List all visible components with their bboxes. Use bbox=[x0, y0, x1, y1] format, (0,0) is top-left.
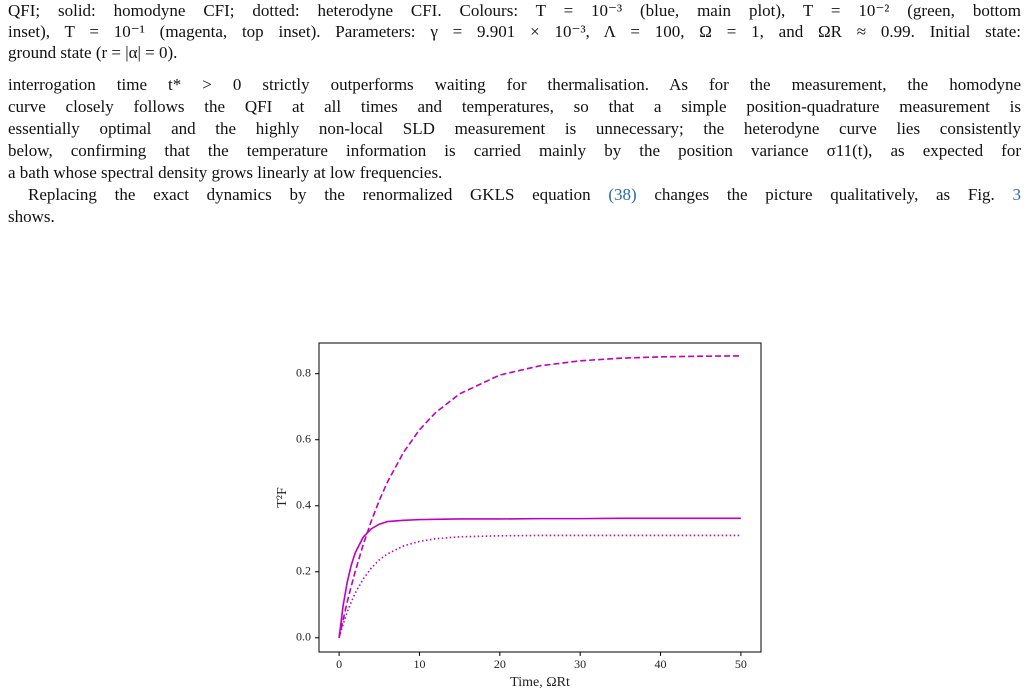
reference-link[interactable]: (38) bbox=[608, 185, 637, 204]
text-line: shows. bbox=[8, 207, 55, 226]
text-span: Replacing the exact dynamics by the reno… bbox=[28, 185, 609, 204]
y-tick-label: 0.8 bbox=[296, 365, 311, 379]
reference-link[interactable]: 3 bbox=[1012, 185, 1022, 204]
y-tick-label: 0.6 bbox=[296, 431, 311, 445]
x-axis-label: Time, ΩRt bbox=[510, 675, 570, 690]
x-tick-label: 0 bbox=[336, 657, 342, 671]
x-tick-label: 20 bbox=[494, 657, 506, 671]
text-line: below, confirming that the temperature i… bbox=[8, 141, 1021, 160]
y-tick-label: 0.4 bbox=[296, 498, 311, 512]
text-line: Replacing the exact dynamics by the reno… bbox=[28, 184, 1021, 205]
series-line bbox=[338, 355, 741, 638]
y-tick-label: 0.0 bbox=[296, 630, 311, 644]
x-tick-label: 10 bbox=[413, 657, 425, 671]
x-tick-label: 40 bbox=[655, 657, 667, 671]
x-tick-label: 50 bbox=[735, 657, 747, 671]
series-line bbox=[338, 534, 741, 639]
text-line: essentially optimal and the highly non-l… bbox=[8, 119, 1021, 138]
plot-frame bbox=[318, 342, 762, 653]
x-tick-label: 30 bbox=[574, 657, 586, 671]
text-line: a bath whose spectral density grows line… bbox=[8, 163, 443, 182]
y-tick-label: 0.2 bbox=[296, 564, 311, 578]
text-line: interrogation time t* > 0 strictly outpe… bbox=[8, 75, 1021, 94]
text-line: ground state (r = |α| = 0). bbox=[8, 43, 178, 62]
series-line bbox=[338, 517, 741, 638]
text-line: QFI; solid: homodyne CFI; dotted: hetero… bbox=[8, 1, 1021, 20]
y-axis-label: T²F bbox=[275, 487, 290, 508]
text-line: inset), T = 10⁻¹ (magenta, top inset). P… bbox=[8, 22, 1021, 41]
text-span: changes the picture qualitatively, as Fi… bbox=[636, 185, 1013, 204]
text-line: curve closely follows the QFI at all tim… bbox=[8, 97, 1021, 116]
